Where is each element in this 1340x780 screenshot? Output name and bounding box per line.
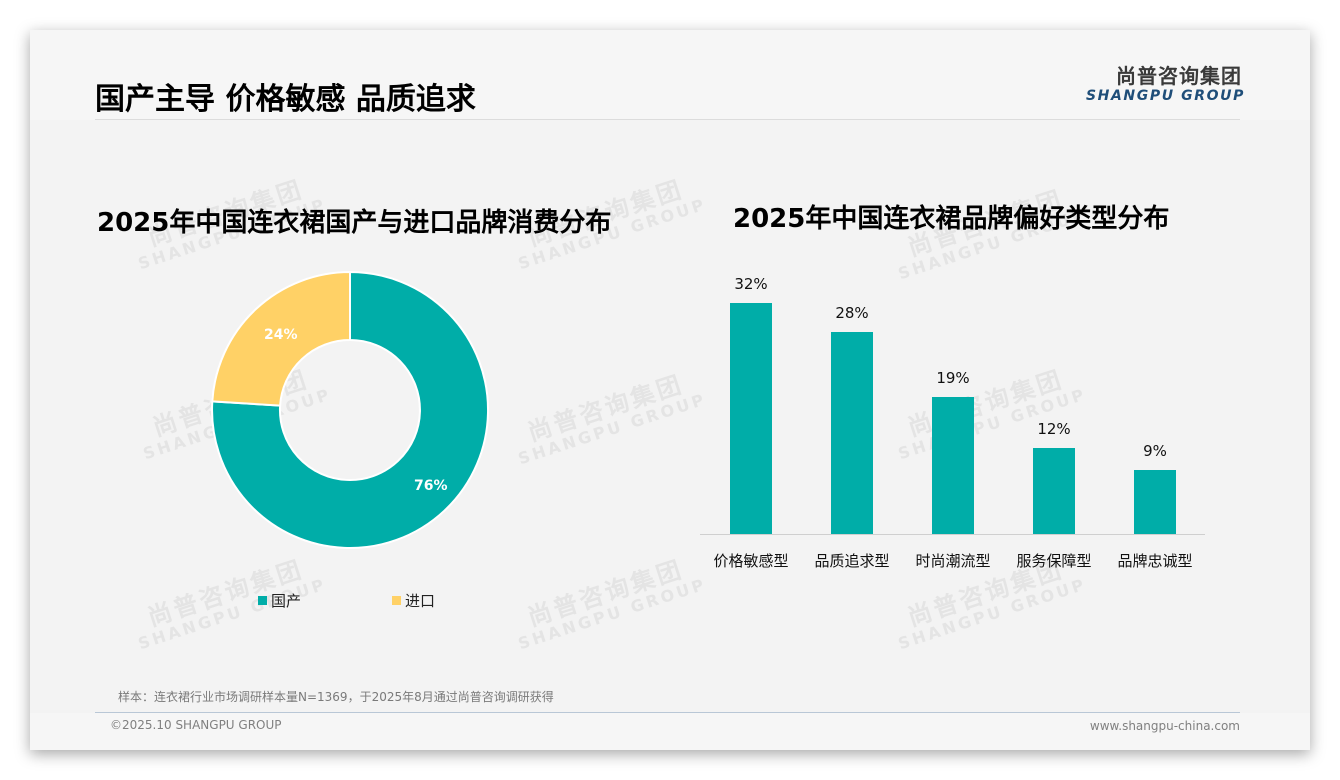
x-axis-tick-label: 价格敏感型 <box>713 552 789 570</box>
logo-cn: 尚普咨询集团 <box>1116 64 1242 88</box>
x-axis-tick-label: 时尚潮流型 <box>915 552 991 570</box>
watermark-en: SHANGPU GROUP <box>895 574 1089 654</box>
bar-price-sensitive[interactable] <box>730 303 772 534</box>
watermark-en: SHANGPU GROUP <box>515 389 709 469</box>
bar-fashion-trend[interactable] <box>932 397 974 534</box>
legend-item-domestic: 国产 <box>258 590 301 611</box>
x-axis-tick-label: 服务保障型 <box>1016 552 1092 570</box>
x-axis-tick-label: 品牌忠诚型 <box>1117 552 1193 570</box>
legend-item-imported: 进口 <box>392 590 435 611</box>
bar-value-label: 12% <box>1037 420 1071 438</box>
watermark: 尚普咨询集团 SHANGPU GROUP <box>508 366 709 469</box>
legend-swatch-yellow <box>392 596 401 605</box>
donut-chart: 76% 24% <box>210 270 490 550</box>
header-band <box>30 30 1310 120</box>
watermark: 尚普咨询集团 SHANGPU GROUP <box>508 551 709 654</box>
footer-divider <box>95 712 1240 713</box>
donut-svg <box>211 270 489 549</box>
copyright: ©2025.10 SHANGPU GROUP <box>110 718 282 732</box>
donut-chart-title: 2025年中国连衣裙国产与进口品牌消费分布 <box>97 208 612 238</box>
bar-chart: 32% 28% 19% 12% 9% 价格敏感型 品质追求型 时尚潮流型 服务保… <box>700 270 1210 580</box>
donut-slice-domestic[interactable] <box>211 270 489 549</box>
legend-swatch-teal <box>258 596 267 605</box>
bar-value-label: 32% <box>734 275 768 293</box>
watermark-en: SHANGPU GROUP <box>135 574 329 654</box>
watermark-en: SHANGPU GROUP <box>515 574 709 654</box>
watermark-cn: 尚普咨询集团 <box>524 555 688 632</box>
bar-value-label: 9% <box>1143 442 1167 460</box>
bar-value-label: 19% <box>936 369 970 387</box>
bar-quality-seeking[interactable] <box>831 332 873 534</box>
x-axis-tick-label: 品质追求型 <box>814 552 890 570</box>
bar-chart-title: 2025年中国连衣裙品牌偏好类型分布 <box>733 204 1170 234</box>
bar-service-assurance[interactable] <box>1033 448 1075 534</box>
donut-label-imported: 24% <box>264 327 298 343</box>
donut-label-domestic: 76% <box>414 478 448 494</box>
website-link[interactable]: www.shangpu-china.com <box>1089 719 1240 733</box>
footer-band <box>30 713 1310 750</box>
legend-label: 国产 <box>271 592 302 610</box>
title-divider <box>95 119 1240 120</box>
logo-en: SHANGPU GROUP <box>1086 88 1245 104</box>
bar-value-label: 28% <box>835 304 869 322</box>
slide: 尚普咨询集团 SHANGPU GROUP 尚普咨询集团 SHANGPU GROU… <box>30 30 1310 750</box>
watermark-cn: 尚普咨询集团 <box>524 370 688 447</box>
sample-note: 样本：连衣裙行业市场调研样本量N=1369，于2025年8月通过尚普咨询调研获得 <box>118 690 554 704</box>
bar-brand-loyalty[interactable] <box>1134 470 1176 534</box>
legend-label: 进口 <box>405 592 436 610</box>
x-axis-line <box>700 534 1205 535</box>
donut-slice-imported[interactable] <box>211 270 351 407</box>
page-title: 国产主导 价格敏感 品质追求 <box>95 82 476 117</box>
company-logo: 尚普咨询集团 SHANGPU GROUP <box>1086 64 1245 104</box>
